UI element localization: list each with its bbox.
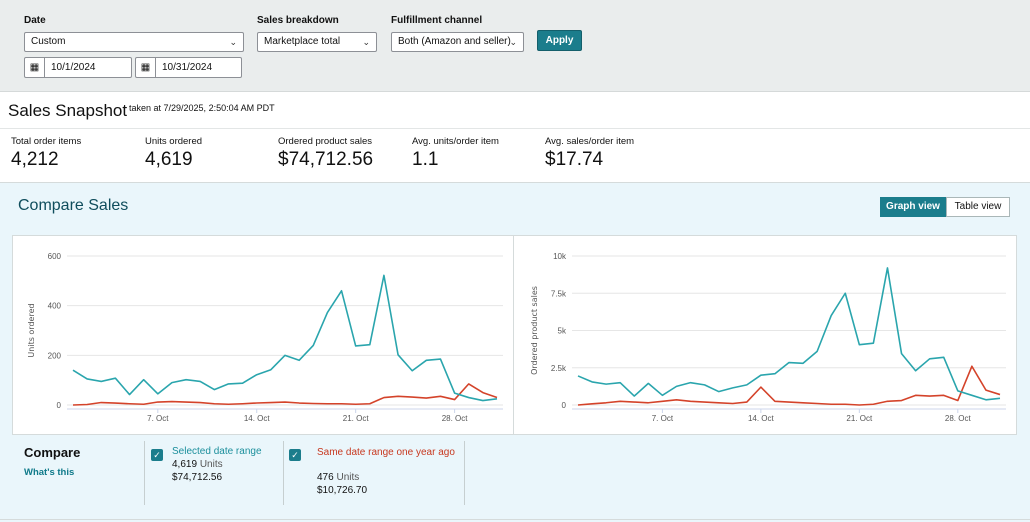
units-ordered-chart: 0 200 400 600 7. Oct 14. Oct 21. Oct 28. Oct Uni… xyxy=(12,235,514,435)
x-tick-label: 21. Oct xyxy=(343,414,370,423)
ordered-product-sales-chart: 0 2.5k 5k 7.5k 10k 7. Oct 14. Oct 21. Oct 28. Oc… xyxy=(513,235,1017,435)
divider xyxy=(144,441,145,505)
x-tick-label: 7. Oct xyxy=(652,414,674,423)
ordered-product-sales-chart-svg: 0 2.5k 5k 7.5k 10k 7. Oct 14. Oct 21. Oct 28. Oc… xyxy=(530,252,1006,423)
y-tick-label: 7.5k xyxy=(551,289,567,298)
page-title: Sales Snapshot xyxy=(8,101,128,120)
date-label: Date xyxy=(24,15,46,26)
table-view-button[interactable]: Table view xyxy=(946,197,1010,217)
legend-compare-title: Compare xyxy=(24,445,81,460)
end-date-field[interactable]: ▦ 10/31/2024 xyxy=(135,57,242,78)
end-date-value: 10/31/2024 xyxy=(162,62,213,73)
fulfillment-value: Both (Amazon and seller) xyxy=(398,36,511,47)
metric-units-ordered: Units ordered 4,619 xyxy=(145,136,202,171)
y-tick-label: 0 xyxy=(562,401,567,410)
selected-range-sales: $74,712.56 xyxy=(172,472,223,483)
y-tick-label: 600 xyxy=(48,252,62,261)
metric-label: Units ordered xyxy=(145,136,203,147)
filter-bar: Date Custom ⌄ ▦ 10/1/2024 ▦ 10/31/2024 S… xyxy=(0,0,1030,92)
x-tick-label: 14. Oct xyxy=(244,414,271,423)
calendar-icon[interactable]: ▦ xyxy=(25,58,45,77)
whats-this-link[interactable]: What's this xyxy=(24,467,75,478)
x-tick-label: 7. Oct xyxy=(147,414,169,423)
selected-range-units-label: Units xyxy=(199,459,223,470)
units-ordered-chart-svg: 0 200 400 600 7. Oct 14. Oct 21. Oct 28. Oct Uni… xyxy=(27,252,503,423)
y-tick-label: 0 xyxy=(57,401,62,410)
selected-range-checkbox[interactable]: ✓ xyxy=(151,449,163,461)
selected-range-units-value: 4,619 xyxy=(172,459,198,470)
selected-range-units: 4,619 Units xyxy=(172,459,223,470)
date-select[interactable]: Custom ⌄ xyxy=(24,32,244,52)
compare-sales-panel: Compare Sales Graph view Table view 0 200… xyxy=(0,182,1030,522)
start-date-value: 10/1/2024 xyxy=(51,62,96,73)
y-tick-label: 200 xyxy=(48,351,62,360)
snapshot-header: Sales Snapshot taken at 7/29/2025, 2:50:… xyxy=(0,95,1030,129)
calendar-icon[interactable]: ▦ xyxy=(136,58,156,77)
previous-range-units-label: Units xyxy=(336,472,360,483)
metric-total-order-items: Total order items 4,212 xyxy=(11,136,81,171)
previous-range-checkbox[interactable]: ✓ xyxy=(289,449,301,461)
metric-avg-sales-order-item: Avg. sales/order item $17.74 xyxy=(545,136,634,171)
fulfillment-label: Fulfillment channel xyxy=(391,15,483,26)
y-tick-label: 5k xyxy=(558,327,567,336)
previous-range-title: Same date range one year ago xyxy=(317,447,455,458)
x-tick-label: 28. Oct xyxy=(945,414,972,423)
y-axis-label: Units ordered xyxy=(27,303,36,357)
metric-avg-units-order-item: Avg. units/order item 1.1 xyxy=(412,136,499,171)
previous-range-units-value: 476 xyxy=(317,472,334,483)
metric-label: Ordered product sales xyxy=(278,136,372,147)
y-axis-label: Ordered product sales xyxy=(530,286,539,375)
metric-label: Avg. units/order item xyxy=(412,136,499,147)
divider xyxy=(464,441,465,505)
sales-breakdown-label: Sales breakdown xyxy=(257,15,339,26)
previous-range-units: 476 Units xyxy=(317,472,359,483)
y-tick-label: 10k xyxy=(553,252,567,261)
compare-sales-title: Compare Sales xyxy=(18,197,129,214)
metric-value: 1.1 xyxy=(412,149,439,170)
chevron-down-icon: ⌄ xyxy=(509,37,517,47)
selected-range-series-line xyxy=(577,267,1001,401)
snapshot-timestamp: taken at 7/29/2025, 2:50:04 AM PDT xyxy=(129,103,275,113)
start-date-field[interactable]: ▦ 10/1/2024 xyxy=(24,57,132,78)
x-tick-label: 14. Oct xyxy=(748,414,775,423)
selected-range-title: Selected date range xyxy=(172,446,262,457)
panel-bottom-border xyxy=(0,519,1030,520)
sales-breakdown-value: Marketplace total xyxy=(264,36,341,47)
chevron-down-icon: ⌄ xyxy=(362,37,370,47)
previous-year-series-line xyxy=(577,365,1001,406)
previous-year-series-line xyxy=(72,383,498,406)
metric-value: 4,619 xyxy=(145,149,193,170)
previous-range-sales: $10,726.70 xyxy=(317,485,368,496)
sales-breakdown-select[interactable]: Marketplace total ⌄ xyxy=(257,32,377,52)
y-tick-label: 2.5k xyxy=(551,364,567,373)
fulfillment-select[interactable]: Both (Amazon and seller) ⌄ xyxy=(391,32,524,52)
x-tick-label: 28. Oct xyxy=(442,414,469,423)
metric-value: $74,712.56 xyxy=(278,149,374,170)
selected-range-series-line xyxy=(72,274,498,402)
x-tick-label: 21. Oct xyxy=(846,414,873,423)
y-tick-label: 400 xyxy=(48,302,62,311)
chevron-down-icon: ⌄ xyxy=(229,37,237,47)
divider xyxy=(283,441,284,505)
metric-ordered-product-sales: Ordered product sales $74,712.56 xyxy=(278,136,373,171)
graph-view-button[interactable]: Graph view xyxy=(880,197,946,217)
metric-label: Avg. sales/order item xyxy=(545,136,635,147)
metric-value: 4,212 xyxy=(11,149,59,170)
apply-button[interactable]: Apply xyxy=(537,30,582,51)
date-select-value: Custom xyxy=(31,36,66,47)
metric-label: Total order items xyxy=(11,136,82,147)
metric-value: $17.74 xyxy=(545,149,604,170)
